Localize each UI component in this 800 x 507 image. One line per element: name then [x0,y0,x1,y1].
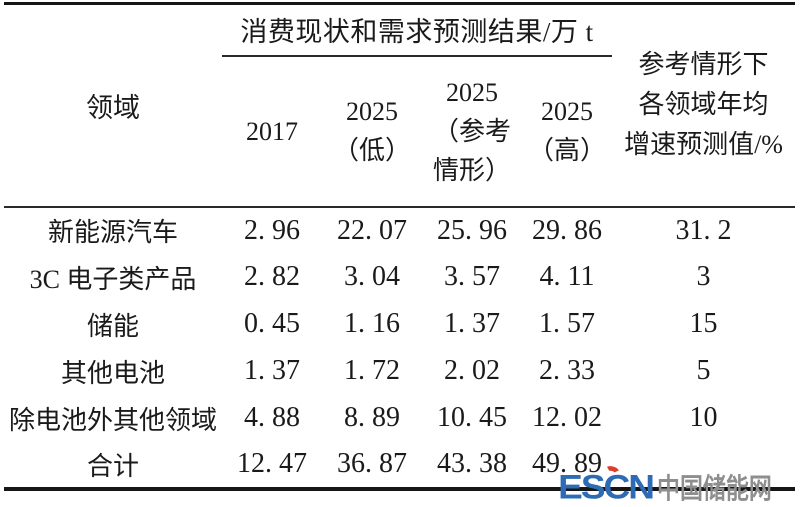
col-group-header-consumption-forecast: 消费现状和需求预测结果/万 t [222,3,613,57]
cell-value: 1. 57 [539,308,595,339]
cell-value: 4. 11 [539,261,595,292]
cell-value: 3. 57 [444,261,500,292]
cell-value: 1. 37 [244,355,300,386]
cell-value: 31. 2 [612,205,796,254]
row-label: 除电池外其他领域 [8,405,217,435]
cell-value: 2. 33 [539,355,595,386]
table-row-total: 合计 12. 47 36. 87 43. 38 49. 89 [4,442,795,489]
cell-value: 22. 07 [322,205,422,254]
table-row-energy-storage: 储能 0. 45 1. 16 1. 37 1. 57 15 [4,301,795,348]
cell-value: 4. 88 [244,402,300,433]
cell-value: 25. 96 [422,205,522,254]
cell-value: 36. 87 [337,448,407,479]
row-label: 储能 [86,311,139,341]
table-row-3c-electronics: 3C 电子类产品 2. 82 3. 04 3. 57 4. 11 3 [4,254,795,301]
row-label: 3C 电子类产品 [29,264,197,294]
cell-value: 15 [689,308,718,339]
cell-value: 3 [696,261,711,292]
cell-value: 2. 82 [244,261,300,292]
cell-value: 29. 86 [522,205,613,254]
col-header-2025-high: 2025 （高） [528,97,607,165]
cell-value: 5 [696,355,711,386]
table-row-other-batteries: 其他电池 1. 37 1. 72 2. 02 2. 33 5 [4,348,795,395]
cell-value: 0. 45 [244,308,300,339]
cell-value: 49. 89 [532,448,602,479]
col-header-2017: 2017 [246,116,298,146]
row-label: 其他电池 [60,358,165,388]
cell-value: 43. 38 [437,448,507,479]
cell-value: 12. 02 [532,402,602,433]
cell-value: 2. 96 [222,205,322,254]
cell-value: 10. 45 [437,402,507,433]
cell-value: 10 [689,402,718,433]
cell-value: 1. 72 [344,355,400,386]
cell-value: 8. 89 [344,402,400,433]
cell-value: 1. 37 [444,308,500,339]
table-row-non-battery-fields: 除电池外其他领域 4. 88 8. 89 10. 45 12. 02 10 [4,395,795,442]
lithium-demand-forecast-table: 领域 消费现状和需求预测结果/万 t 参考情形下 各领域年均 增速预测值/% 2… [4,2,796,491]
table-row-nev: 新能源汽车 2. 96 22. 07 25. 96 29. 86 31. 2 [4,205,796,254]
row-label: 新能源汽车 [4,205,222,254]
col-header-growth-rate: 参考情形下 各领域年均 增速预测值/% [624,49,783,160]
row-label: 合计 [86,451,139,481]
col-header-2025-reference: 2025 （参考 情形） [432,77,511,185]
cell-value: 3. 04 [344,261,400,292]
cell-value: 1. 16 [344,308,400,339]
cell-value: 2. 02 [444,355,500,386]
cell-value [612,442,795,489]
col-header-domain: 领域 [86,92,140,123]
col-header-2025-low: 2025 （低） [332,97,411,165]
cell-value: 12. 47 [237,448,307,479]
